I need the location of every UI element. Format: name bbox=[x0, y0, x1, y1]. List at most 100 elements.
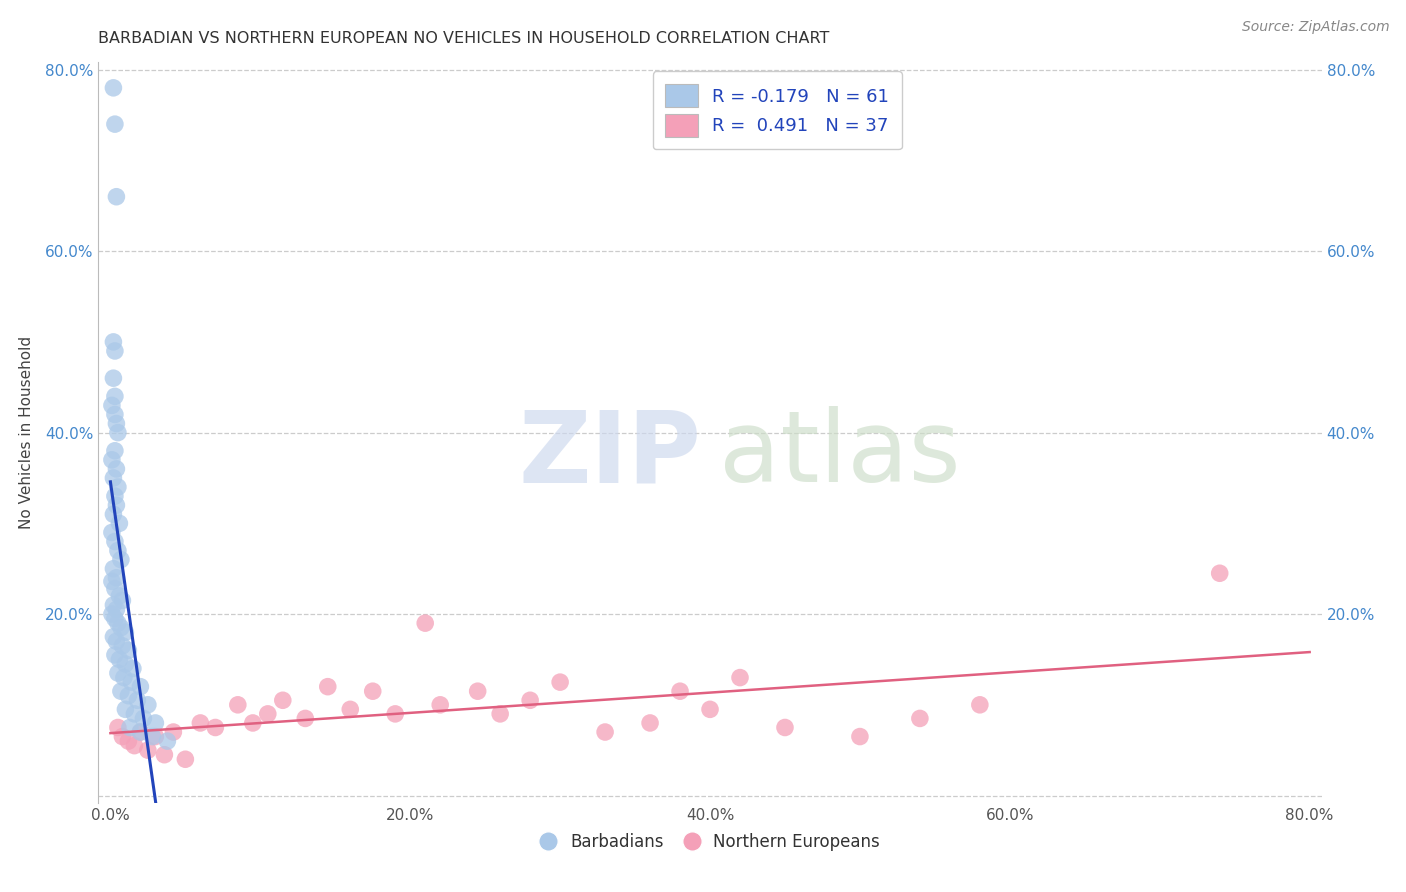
Point bbox=[339, 702, 361, 716]
Point bbox=[136, 743, 159, 757]
Point bbox=[107, 480, 129, 494]
Point bbox=[361, 684, 384, 698]
Point bbox=[204, 721, 226, 735]
Point bbox=[467, 684, 489, 698]
Point bbox=[1208, 566, 1230, 581]
Point bbox=[108, 652, 131, 666]
Point bbox=[105, 571, 128, 585]
Point bbox=[413, 616, 436, 631]
Text: atlas: atlas bbox=[718, 407, 960, 503]
Point bbox=[108, 589, 131, 603]
Point bbox=[226, 698, 249, 712]
Point bbox=[105, 417, 128, 431]
Point bbox=[111, 639, 134, 653]
Point bbox=[145, 730, 167, 744]
Point bbox=[384, 706, 406, 721]
Point bbox=[105, 602, 128, 616]
Point bbox=[110, 684, 132, 698]
Point bbox=[294, 711, 316, 725]
Point bbox=[699, 702, 721, 716]
Point bbox=[122, 661, 145, 675]
Point bbox=[728, 671, 751, 685]
Y-axis label: No Vehicles in Household: No Vehicles in Household bbox=[18, 336, 34, 529]
Point bbox=[773, 721, 796, 735]
Point bbox=[105, 190, 128, 204]
Point bbox=[103, 80, 125, 95]
Point bbox=[103, 334, 125, 349]
Point bbox=[162, 725, 184, 739]
Point bbox=[489, 706, 512, 721]
Point bbox=[104, 117, 127, 131]
Point bbox=[111, 593, 134, 607]
Point bbox=[114, 625, 136, 640]
Point bbox=[124, 706, 146, 721]
Point bbox=[105, 634, 128, 648]
Point bbox=[118, 721, 141, 735]
Point bbox=[110, 552, 132, 566]
Point bbox=[174, 752, 197, 766]
Point bbox=[117, 734, 139, 748]
Point bbox=[669, 684, 692, 698]
Point bbox=[104, 389, 127, 403]
Point bbox=[153, 747, 176, 762]
Point bbox=[107, 616, 129, 631]
Point bbox=[103, 508, 125, 522]
Point bbox=[256, 706, 278, 721]
Point bbox=[129, 680, 152, 694]
Point bbox=[105, 462, 128, 476]
Point bbox=[104, 408, 127, 422]
Point bbox=[104, 582, 127, 596]
Point bbox=[129, 725, 152, 739]
Point bbox=[548, 675, 571, 690]
Point bbox=[108, 516, 131, 531]
Point bbox=[111, 730, 134, 744]
Point bbox=[124, 739, 146, 753]
Point bbox=[107, 666, 129, 681]
Point bbox=[114, 702, 136, 716]
Point bbox=[638, 715, 661, 730]
Text: BARBADIAN VS NORTHERN EUROPEAN NO VEHICLES IN HOUSEHOLD CORRELATION CHART: BARBADIAN VS NORTHERN EUROPEAN NO VEHICL… bbox=[98, 31, 830, 46]
Point bbox=[103, 562, 125, 576]
Point bbox=[429, 698, 451, 712]
Point bbox=[145, 715, 167, 730]
Point bbox=[104, 648, 127, 662]
Point bbox=[107, 543, 129, 558]
Point bbox=[103, 630, 125, 644]
Point bbox=[105, 498, 128, 512]
Point bbox=[107, 721, 129, 735]
Point bbox=[141, 730, 163, 744]
Point bbox=[127, 693, 149, 707]
Point bbox=[104, 489, 127, 503]
Point bbox=[101, 607, 124, 621]
Text: Source: ZipAtlas.com: Source: ZipAtlas.com bbox=[1241, 20, 1389, 34]
Point bbox=[593, 725, 616, 739]
Point bbox=[117, 643, 139, 657]
Point bbox=[120, 675, 142, 690]
Point bbox=[101, 453, 124, 467]
Point bbox=[107, 425, 129, 440]
Point bbox=[969, 698, 991, 712]
Point bbox=[101, 525, 124, 540]
Text: ZIP: ZIP bbox=[519, 407, 702, 503]
Point bbox=[117, 689, 139, 703]
Point bbox=[104, 343, 127, 358]
Point bbox=[129, 725, 152, 739]
Point bbox=[316, 680, 339, 694]
Point bbox=[849, 730, 872, 744]
Point bbox=[136, 698, 159, 712]
Point bbox=[112, 671, 135, 685]
Point bbox=[101, 574, 124, 589]
Point bbox=[104, 443, 127, 458]
Point bbox=[103, 471, 125, 485]
Point bbox=[519, 693, 541, 707]
Legend: Barbadians, Northern Europeans: Barbadians, Northern Europeans bbox=[533, 826, 887, 857]
Point bbox=[104, 534, 127, 549]
Point bbox=[114, 657, 136, 671]
Point bbox=[271, 693, 294, 707]
Point bbox=[132, 711, 155, 725]
Point bbox=[101, 398, 124, 412]
Point bbox=[110, 621, 132, 635]
Point bbox=[104, 612, 127, 626]
Point bbox=[156, 734, 179, 748]
Point bbox=[103, 598, 125, 612]
